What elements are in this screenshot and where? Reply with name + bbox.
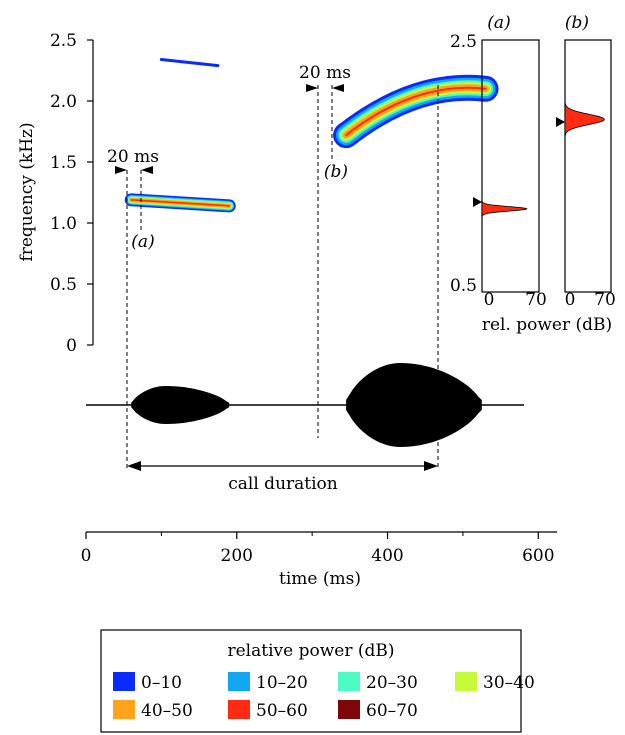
legend-item: 60–70 [338, 700, 418, 721]
legend-item: 30–40 [455, 672, 535, 693]
spectrogram-y-tick-label: 0 [66, 336, 77, 356]
gap-annotation-b: 20 ms (b) [299, 63, 351, 345]
time-tick-label: 400 [371, 546, 403, 566]
time-tick-label: 200 [221, 546, 253, 566]
time-axis-ticks: 0 200 400 600 [81, 532, 555, 566]
legend-label: 60–70 [366, 701, 418, 721]
power-panel-b-title: (b) [565, 13, 589, 33]
power-b-x-tick-70: 70 [594, 290, 616, 310]
power-b-x-tick-0: 0 [565, 290, 576, 310]
spectrogram-y-tick-label: 0.5 [50, 275, 77, 295]
power-panel-a-title: (a) [487, 13, 510, 33]
power-a-x-tick-70: 70 [525, 290, 547, 310]
power-panel-b-frame [564, 39, 612, 293]
spectrogram-y-tick-label: 1.5 [50, 153, 77, 173]
waveform-envelope-a [131, 386, 230, 424]
legend-swatch [228, 672, 250, 691]
spectrogram-y-ticks: 0 0.5 1.0 1.5 2.0 2.5 [50, 31, 93, 356]
power-spectra: (a) (b) 2.5 0.5 0 70 0 70 rel. power (dB… [450, 13, 616, 335]
segment-b-label: (b) [324, 162, 348, 182]
segment-a-label: (a) [131, 232, 154, 252]
legend-swatch [455, 672, 477, 691]
call-duration-arrow-right [424, 461, 438, 471]
call-duration-arrow-left [127, 461, 141, 471]
power-panel-a: (a) [473, 13, 540, 293]
legend-label: 0–10 [141, 673, 182, 693]
legend-label: 30–40 [483, 673, 535, 693]
legend-swatch [113, 672, 135, 691]
legend-label: 40–50 [141, 701, 193, 721]
legend-label: 10–20 [256, 673, 308, 693]
legend-frame [100, 629, 522, 733]
waveform [86, 363, 524, 447]
power-panel-a-frame [481, 39, 540, 293]
legend-item: 40–50 [113, 700, 193, 721]
gap-b-label: 20 ms [299, 63, 351, 83]
legend-swatch [338, 700, 360, 719]
legend-label: 20–30 [366, 673, 418, 693]
spectrogram-y-tick-label: 2.0 [50, 92, 77, 112]
spectrogram-band-50-60 [345, 86, 487, 137]
legend-label: 50–60 [256, 701, 308, 721]
waveform-envelope-b [346, 363, 482, 447]
power-spectrum-a [481, 201, 528, 217]
legend: relative power (dB) 0–10 10–20 20–30 30–40 4… [100, 629, 535, 733]
legend-swatch [338, 672, 360, 691]
power-y-tick-bottom: 0.5 [450, 276, 477, 296]
spectrogram-band-50-60 [130, 199, 230, 207]
spectrogram-band-0-10 [159, 58, 220, 68]
gap-annotation-a: 20 ms (a) [107, 147, 159, 345]
legend-items: 0–10 10–20 20–30 30–40 40–50 50–60 60–70 [113, 672, 535, 721]
legend-item: 0–10 [113, 672, 182, 693]
spectrogram-y-label: frequency (kHz) [17, 122, 37, 261]
time-axis-label: time (ms) [279, 569, 361, 589]
legend-item: 50–60 [228, 700, 308, 721]
time-tick-label: 0 [81, 546, 92, 566]
gap-a-arrow-right [141, 166, 153, 174]
legend-item: 10–20 [228, 672, 308, 693]
spectrogram-y-tick-label: 2.5 [50, 31, 77, 51]
call-duration-label: call duration [228, 474, 338, 494]
power-x-label: rel. power (dB) [482, 315, 612, 335]
time-axis: 0 200 400 600 time (ms) [81, 531, 557, 589]
gap-b-arrow-left [306, 84, 318, 92]
spectrogram-y-tick-label: 1.0 [50, 214, 77, 234]
power-y-tick-top: 2.5 [450, 32, 477, 52]
spectrogram-traces [124, 58, 499, 213]
legend-swatch [113, 700, 135, 719]
power-a-x-tick-0: 0 [484, 290, 495, 310]
gap-a-arrow-left [115, 166, 127, 174]
gap-b-arrow-right [332, 84, 344, 92]
time-tick-label: 600 [522, 546, 554, 566]
power-spectrum-b [564, 103, 605, 136]
gap-a-label: 20 ms [107, 147, 159, 167]
legend-title: relative power (dB) [228, 641, 395, 661]
call-duration-annotation: call duration [127, 461, 438, 494]
power-peak-marker-b [556, 117, 565, 127]
legend-item: 20–30 [338, 672, 418, 693]
spectrogram-panel: 0 0.5 1.0 1.5 2.0 2.5 frequency (kHz) [17, 31, 499, 356]
power-panel-b: (b) [556, 13, 612, 293]
legend-swatch [228, 700, 250, 719]
power-peak-marker-a [473, 197, 482, 207]
